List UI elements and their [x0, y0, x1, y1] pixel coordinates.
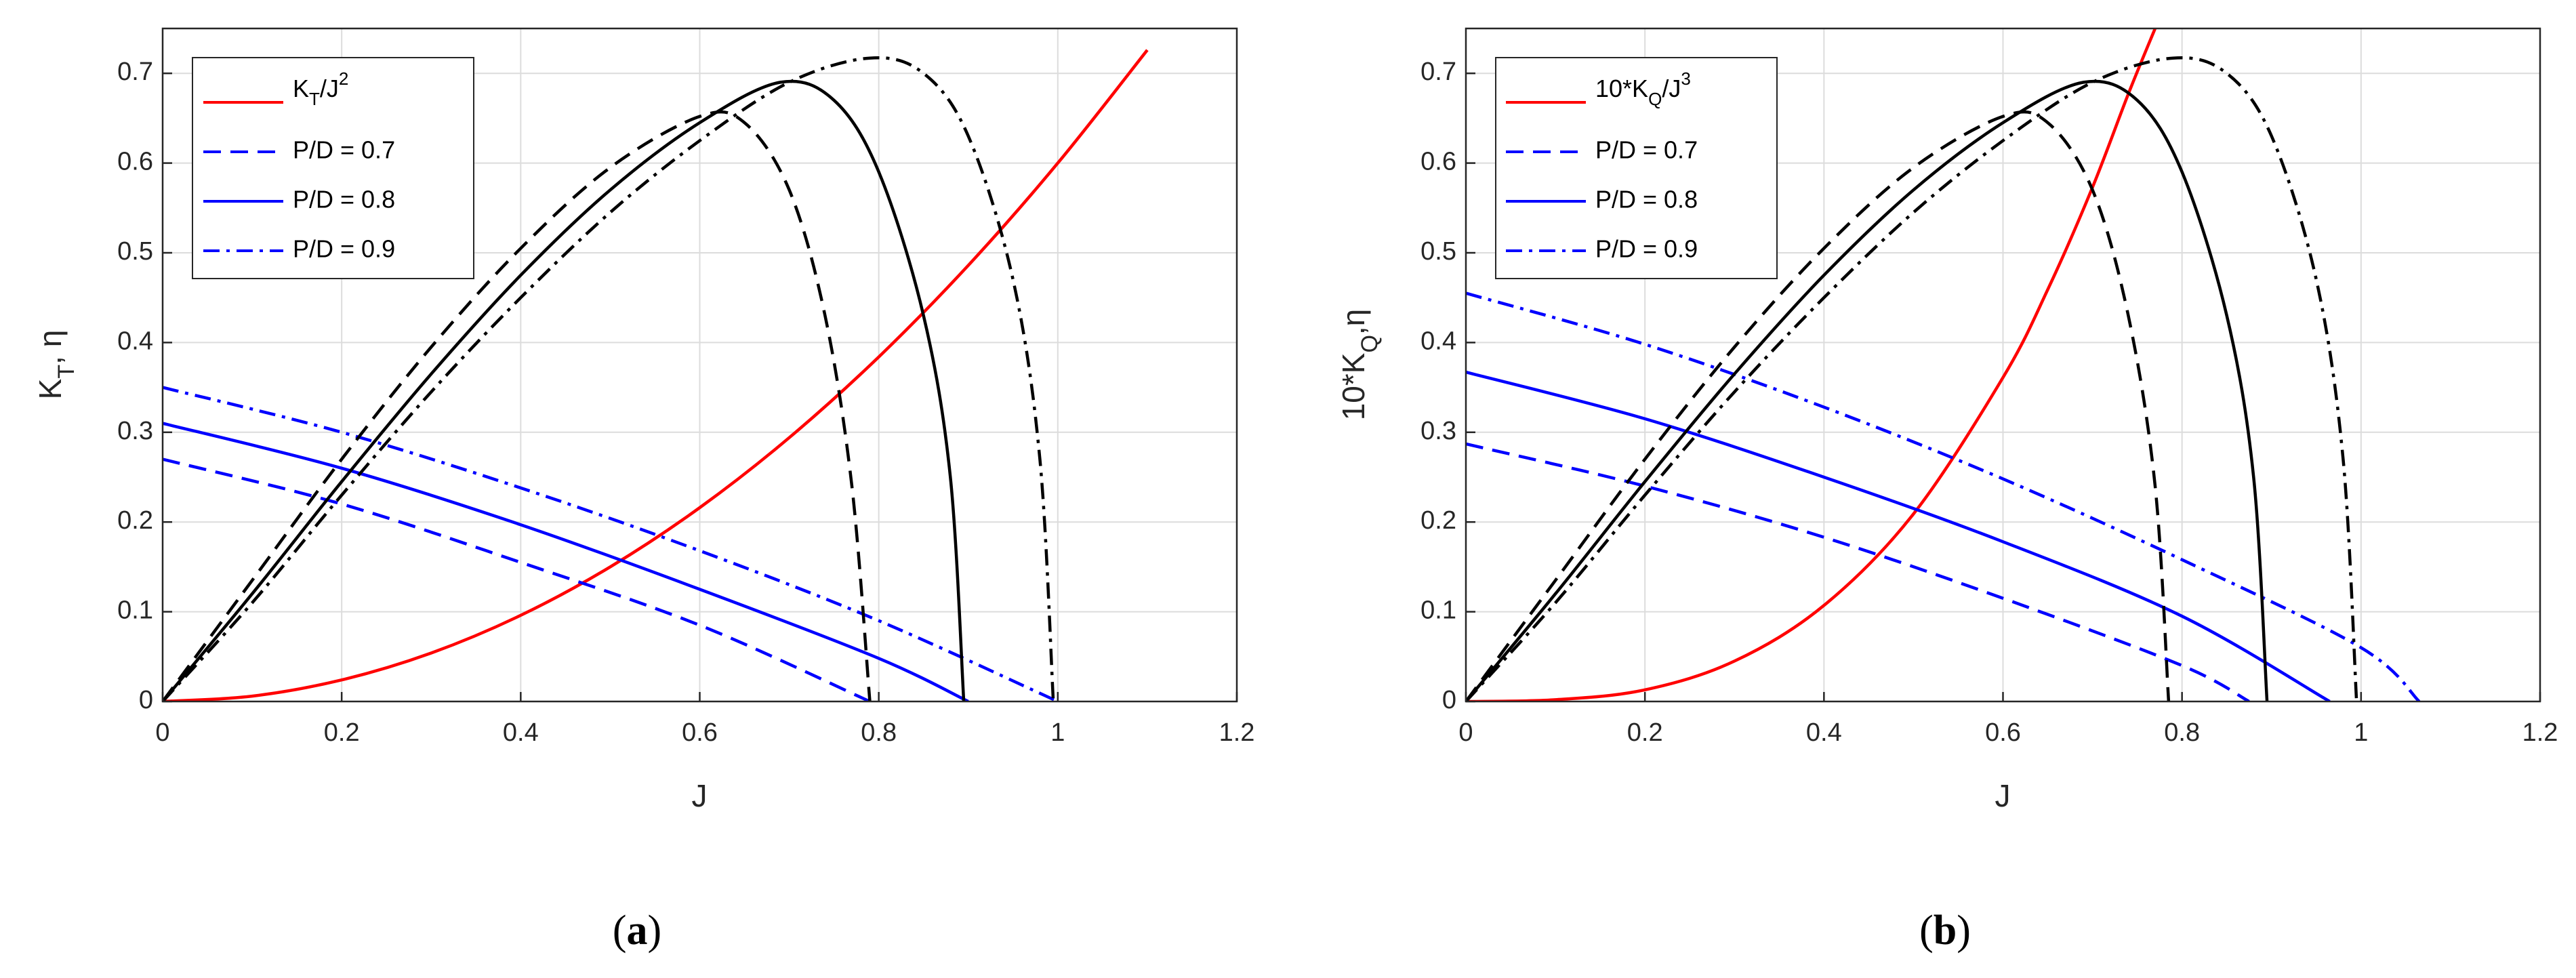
- y-axis-label-b: 10*KQ,η: [1336, 309, 1383, 421]
- y-tick-label: 0.4: [117, 327, 153, 355]
- series-line-b-2: [1466, 370, 2331, 701]
- x-tick-label: 0.8: [2164, 718, 2200, 747]
- series-a: [163, 49, 1149, 701]
- y-tick-label: 0.1: [117, 596, 153, 625]
- x-tick-label: 0: [1458, 718, 1473, 747]
- y-tick-label: 0.7: [117, 58, 153, 86]
- series-line-b-4: [1466, 110, 2171, 701]
- y-tick-label: 0.6: [1420, 148, 1456, 176]
- y-tick-label: 0.3: [1420, 417, 1456, 445]
- series-line-a-1: [163, 457, 871, 701]
- series-line-b-1: [1466, 442, 2250, 701]
- legend-b: 10*KQ/J3 P/D = 0.7 P/D = 0.8 P/D = 0.9: [1495, 57, 1778, 279]
- panel-b: 0 0.2 0.4 0.6 0.8 1 1.200.10.20.30.40.50.60.7 …: [1336, 27, 2558, 954]
- x-tick-label: 0.2: [324, 718, 360, 747]
- series-line-a-4: [163, 110, 872, 701]
- legend-label-b-2: P/D = 0.8: [1595, 186, 1698, 213]
- x-tick-label: 0.6: [682, 718, 718, 747]
- y-tick-label: 0.5: [117, 237, 153, 266]
- x-tick-label: 1.2: [2522, 718, 2558, 747]
- y-tick-label: 0.4: [1420, 327, 1456, 355]
- x-axis-label-a: J: [692, 778, 708, 813]
- series-line-a-2: [163, 422, 969, 701]
- x-tick-label: 1.2: [1219, 718, 1255, 747]
- series-line-a-0: [163, 49, 1149, 701]
- y-tick-label: 0.6: [117, 148, 153, 176]
- caption-a: (a): [613, 908, 661, 954]
- series-b: [1466, 28, 2421, 701]
- legend-label-b-3: P/D = 0.9: [1595, 235, 1698, 263]
- series-line-b-5: [1466, 79, 2269, 701]
- x-tick-label: 0.2: [1627, 718, 1663, 747]
- series-line-a-5: [163, 79, 966, 701]
- legend-label-a-3: P/D = 0.9: [293, 235, 395, 263]
- legend-a: KT/J2 P/D = 0.7 P/D = 0.8 P/D = 0.9: [192, 57, 474, 279]
- panel-a: 0 0.2 0.4 0.6 0.8 1 1.200.10.20.30.40.50.60.7 …: [33, 27, 1254, 954]
- y-axis-label-a: KT, η: [33, 330, 79, 400]
- y-tick-label: 0: [139, 686, 153, 714]
- legend-label-b-1: P/D = 0.7: [1595, 136, 1698, 164]
- x-axis-label-b: J: [1995, 778, 2011, 813]
- legend-label-a-2: P/D = 0.8: [293, 186, 395, 213]
- y-tick-label: 0.3: [117, 417, 153, 445]
- series-line-b-3: [1466, 291, 2421, 701]
- legend-box-a: [192, 57, 474, 279]
- series-line-a-3: [163, 386, 1059, 701]
- x-tick-label: 1: [2354, 718, 2368, 747]
- series-line-b-6: [1466, 56, 2358, 701]
- ticks-a: 0 0.2 0.4 0.6 0.8 1 1.2 0 0.1 0.2 0.3 0.4 0.5 0.6 0.7: [117, 58, 1254, 747]
- y-tick-label: 0: [1442, 686, 1456, 714]
- legend-box-b: [1495, 57, 1778, 279]
- y-tick-label: 0.2: [117, 506, 153, 535]
- y-tick-label: 0.1: [1420, 596, 1456, 625]
- x-tick-label: 0.8: [861, 718, 897, 747]
- x-tick-label: 1: [1050, 718, 1065, 747]
- y-tick-label: 0.5: [1420, 237, 1456, 266]
- y-tick-label: 0.7: [1420, 58, 1456, 86]
- legend-label-a-0: KT/J2: [293, 68, 348, 109]
- legend-label-a-1: P/D = 0.7: [293, 136, 395, 164]
- series-line-a-6: [163, 56, 1055, 701]
- ticks-b: 0 0.2 0.4 0.6 0.8 1 1.2 0 0.1 0.2 0.3 0.4 0.5 0.6 0.7: [1420, 58, 2558, 747]
- x-tick-label: 0.4: [503, 718, 539, 747]
- x-tick-label: 0.4: [1806, 718, 1842, 747]
- caption-b: (b): [1919, 908, 1971, 954]
- y-tick-label: 0.2: [1420, 506, 1456, 535]
- legend-label-b-0: 10*KQ/J3: [1595, 68, 1691, 109]
- x-tick-label: 0.6: [1985, 718, 2021, 747]
- x-tick-label: 0: [155, 718, 169, 747]
